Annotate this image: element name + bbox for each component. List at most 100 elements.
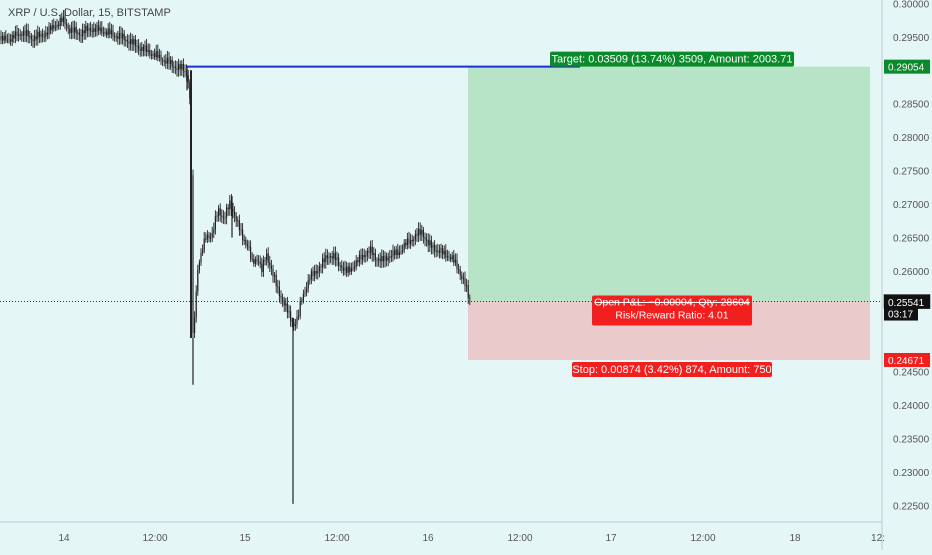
candle-body	[238, 220, 240, 230]
time-axis[interactable]: 14 12:00 15 12:00 16 12:00 17 12:00 18 12:	[58, 533, 885, 544]
price-tick-label: 0.26000	[893, 267, 930, 278]
candle-body	[53, 25, 55, 29]
price-badge-target: 0.29054	[884, 59, 930, 74]
candle-body	[24, 30, 26, 36]
candle-body	[266, 253, 268, 260]
open-pnl-label[interactable]: Open P&L: −0.00004, Qty: 28604Risk/Rewar…	[592, 295, 752, 326]
candle-body	[405, 242, 407, 246]
candle-body	[443, 250, 445, 255]
candle-body	[317, 271, 319, 274]
target-label[interactable]: Target: 0.03509 (13.74%) 3509, Amount: 2…	[550, 51, 794, 67]
time-tick-label: 12:	[871, 533, 885, 544]
target-zone[interactable]	[468, 66, 870, 302]
candle-body	[162, 60, 164, 62]
target-label-text: Target: 0.03509 (13.74%) 3509, Amount: 2…	[552, 54, 793, 66]
candle-body	[170, 59, 172, 64]
candle-body	[208, 234, 210, 239]
price-badge-bg	[884, 306, 918, 321]
candle-body	[237, 220, 239, 222]
candle-body	[299, 302, 301, 316]
candle-body	[250, 247, 252, 259]
price-tick-label: 0.27500	[893, 167, 930, 178]
candle-body	[115, 36, 117, 38]
candle-body	[362, 255, 364, 260]
chart-title: XRP / U.S. Dollar, 15, BITSTAMP	[8, 7, 171, 19]
time-tick-label: 15	[239, 533, 251, 544]
candle-body	[442, 247, 444, 255]
candle-body	[398, 252, 400, 256]
candle-body	[123, 33, 125, 41]
candle-body	[64, 16, 66, 25]
candle-body	[256, 259, 258, 262]
candle-body	[112, 30, 114, 37]
time-tick-label: 14	[58, 533, 70, 544]
candle-body	[106, 31, 108, 35]
candle-body	[298, 315, 300, 317]
candle-body	[462, 278, 464, 280]
candle-body	[424, 237, 426, 240]
candle-body	[387, 257, 389, 261]
candle-body	[101, 27, 103, 33]
candle-body	[320, 266, 322, 268]
candle-body	[90, 27, 92, 31]
candle-body	[14, 31, 16, 39]
candle-body	[403, 242, 405, 250]
price-tick-label: 0.28500	[893, 100, 930, 111]
candle-body	[376, 259, 378, 261]
price-tick-label: 0.24000	[893, 401, 930, 412]
candle-body	[243, 239, 245, 241]
candle-body	[358, 254, 360, 263]
candle-body	[416, 233, 418, 236]
candle-body	[160, 54, 162, 61]
position-labels: Target: 0.03509 (13.74%) 3509, Amount: 2…	[550, 51, 794, 377]
candle-body	[72, 27, 74, 33]
candle-body	[152, 53, 154, 57]
candle-body	[290, 311, 292, 322]
candle-body	[456, 259, 458, 270]
candle-body	[330, 256, 332, 258]
candle-body	[259, 262, 261, 264]
candle-body	[75, 26, 77, 34]
price-badge-stop: 0.24671	[884, 352, 930, 367]
candle-body	[384, 255, 386, 262]
candle-body	[2, 35, 4, 41]
candle-body	[378, 258, 380, 261]
candle-body	[467, 285, 469, 298]
candle-body	[232, 209, 234, 212]
price-badge-current: 0.25541	[884, 294, 930, 309]
candle-body	[318, 266, 320, 272]
candle-body	[373, 253, 375, 256]
candle-body	[469, 297, 471, 299]
candle-body	[40, 33, 42, 37]
candle-body	[198, 262, 200, 270]
candle-body	[374, 253, 376, 260]
candle-body	[459, 269, 461, 276]
stop-label-text: Stop: 0.00874 (3.42%) 874, Amount: 750	[572, 364, 771, 376]
candle-body	[461, 275, 463, 279]
price-tick-label: 0.28000	[893, 133, 930, 144]
candle-body	[331, 256, 333, 259]
candle-body	[363, 255, 365, 257]
candle-body	[283, 300, 285, 306]
candle-body	[5, 35, 7, 41]
time-tick-label: 16	[422, 533, 434, 544]
candle-body	[446, 256, 448, 258]
candle-body	[360, 254, 362, 260]
price-badge-text: 0.24671	[888, 356, 925, 367]
candle-body	[310, 271, 312, 280]
candle-body	[114, 36, 116, 38]
candle-body	[302, 293, 304, 301]
candle-body	[341, 265, 343, 269]
candle-body	[158, 54, 160, 58]
price-axis[interactable]: 0.30000 0.29500 0.28500 0.28000 0.27500 0.270…	[893, 0, 930, 512]
candle-body	[189, 82, 191, 99]
candle-body	[307, 280, 309, 289]
candle-body	[200, 252, 202, 263]
stop-label[interactable]: Stop: 0.00874 (3.42%) 874, Amount: 750	[572, 361, 772, 377]
candle-body	[77, 32, 79, 34]
candle-body	[258, 261, 260, 263]
open-pnl-text: Open P&L: −0.00004, Qty: 28604	[594, 296, 750, 308]
candle-body	[30, 35, 32, 40]
candle-body	[56, 24, 58, 28]
